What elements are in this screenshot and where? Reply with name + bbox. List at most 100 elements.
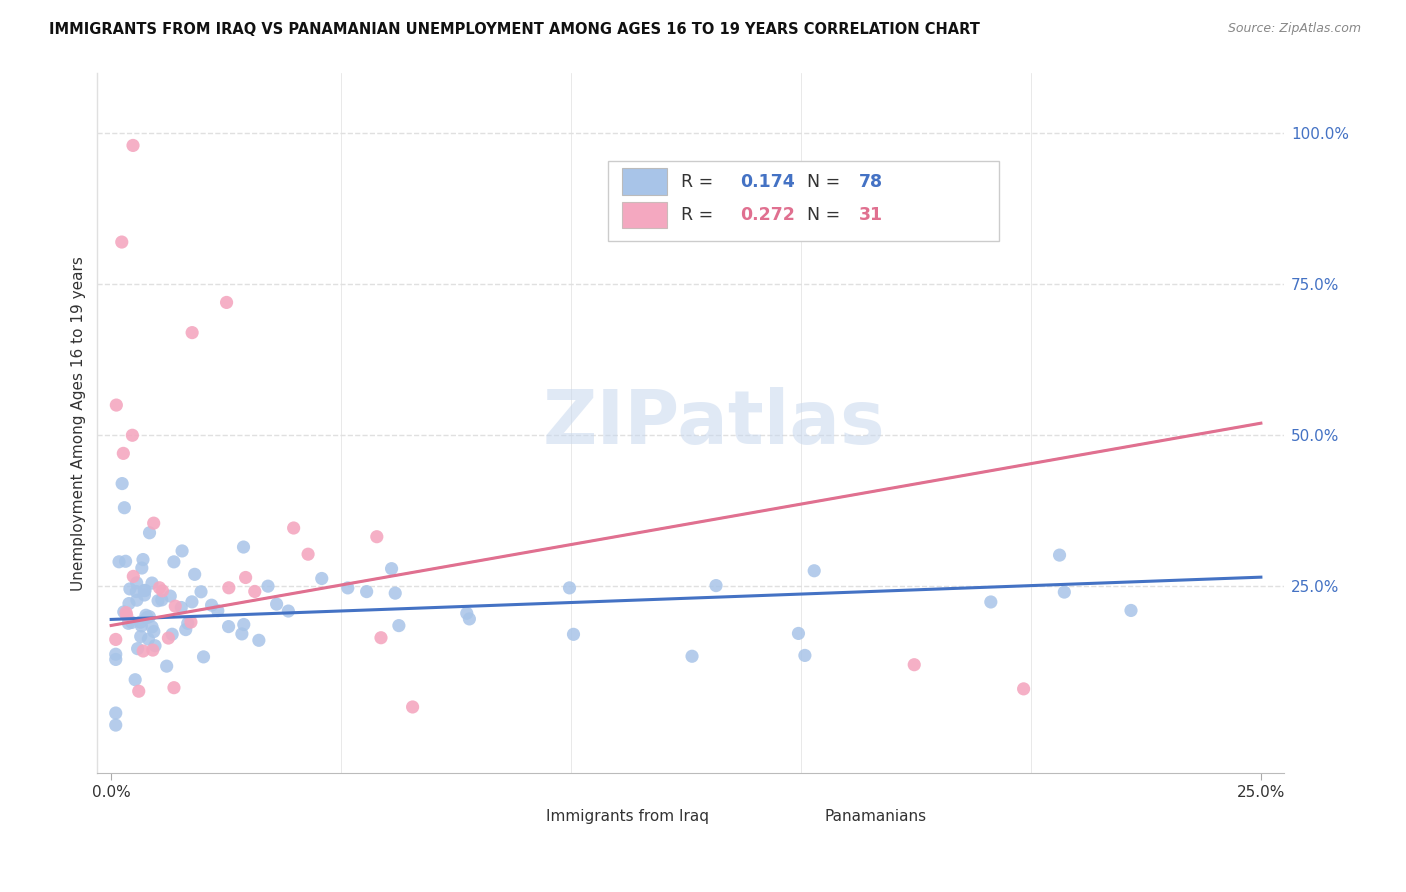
Point [207,604,229,618]
Point [980,595,1002,609]
Point [131,561,153,575]
Point [231,627,253,641]
Text: N =: N = [807,172,845,191]
Point [787,626,810,640]
Point [163,681,186,695]
Point [793,648,815,663]
Text: 0.272: 0.272 [741,206,796,224]
Point [138,632,160,646]
Point [118,597,141,611]
Text: 0.174: 0.174 [741,172,796,191]
Point [121,615,143,630]
Point [297,547,319,561]
Point [157,631,180,645]
Point [174,623,197,637]
Point [138,609,160,624]
Point [235,570,257,584]
Point [134,583,156,598]
Point [704,578,727,592]
Point [384,586,406,600]
Point [159,589,181,603]
Text: R =: R = [681,206,718,224]
Point [562,627,585,641]
Point [681,649,703,664]
Point [356,584,378,599]
Point [142,516,165,530]
Point [456,607,478,621]
Point [127,641,149,656]
Y-axis label: Unemployment Among Ages 16 to 19 years: Unemployment Among Ages 16 to 19 years [72,256,86,591]
Point [1053,585,1076,599]
Point [277,604,299,618]
Point [215,295,238,310]
Point [232,540,254,554]
Point [165,599,187,614]
Point [104,718,127,732]
Point [135,608,157,623]
Point [181,326,204,340]
Point [121,428,143,442]
Point [112,605,135,619]
Point [177,616,200,631]
Text: Panamanians: Panamanians [825,809,927,824]
Point [134,588,156,602]
Point [148,581,170,595]
FancyBboxPatch shape [621,169,666,194]
Point [104,706,127,720]
Point [125,584,148,599]
Point [152,583,174,598]
Point [115,608,138,623]
Point [112,500,135,515]
Point [156,659,179,673]
Point [1012,681,1035,696]
Point [366,530,388,544]
Point [125,575,148,590]
Point [200,598,222,612]
Point [1119,603,1142,617]
Point [388,618,411,632]
Point [160,627,183,641]
Point [112,446,135,460]
Point [218,581,240,595]
Point [134,583,156,598]
Point [111,235,134,249]
Point [180,615,202,629]
Point [243,584,266,599]
Point [141,576,163,591]
Point [558,581,581,595]
Point [903,657,925,672]
Text: 31: 31 [859,206,883,224]
Point [104,632,127,647]
Point [132,644,155,658]
Point [181,595,204,609]
Point [138,525,160,540]
Point [370,631,392,645]
FancyBboxPatch shape [779,805,817,828]
Point [104,647,127,661]
Text: ZIPatlas: ZIPatlas [543,387,886,459]
Point [122,138,145,153]
Point [218,619,240,633]
Point [458,612,481,626]
Point [150,593,173,607]
Point [232,617,254,632]
Point [336,581,359,595]
Text: R =: R = [681,172,718,191]
Point [380,562,402,576]
Point [193,649,215,664]
Point [142,624,165,639]
Point [190,584,212,599]
Point [136,610,159,624]
Point [129,615,152,629]
Point [104,652,127,666]
Text: Immigrants from Iraq: Immigrants from Iraq [546,809,709,824]
Point [803,564,825,578]
Text: IMMIGRANTS FROM IRAQ VS PANAMANIAN UNEMPLOYMENT AMONG AGES 16 TO 19 YEARS CORREL: IMMIGRANTS FROM IRAQ VS PANAMANIAN UNEMP… [49,22,980,37]
Point [141,620,163,634]
Point [125,593,148,607]
Point [117,616,139,631]
Point [122,569,145,583]
Text: N =: N = [807,206,845,224]
Point [115,606,138,620]
Point [146,593,169,607]
